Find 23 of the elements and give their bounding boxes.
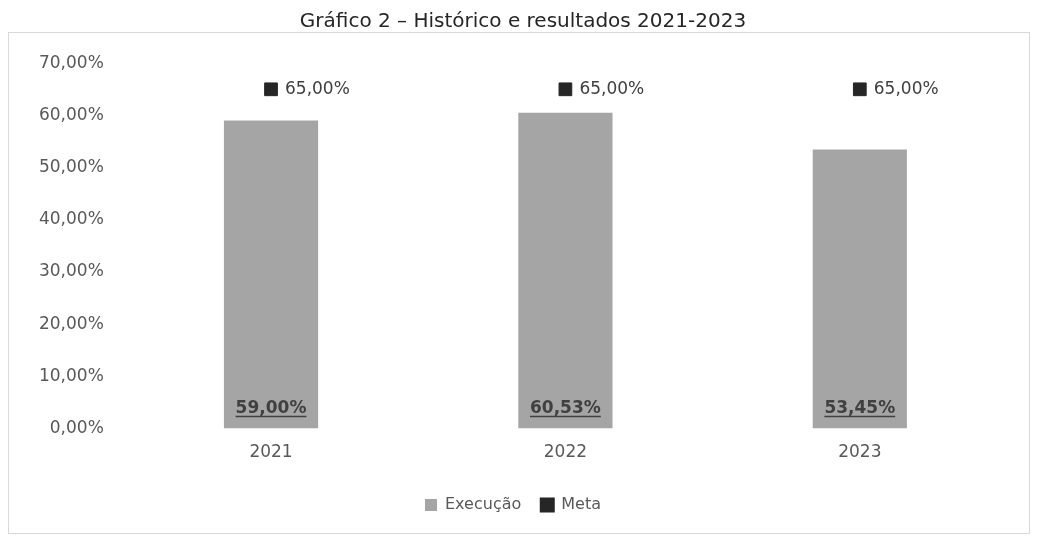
legend-label: Meta <box>561 494 601 514</box>
data-label: 65,00% <box>873 77 939 98</box>
y-tick-label: 20,00% <box>38 312 104 333</box>
x-tick-label: 2021 <box>249 441 293 462</box>
data-label: 65,00% <box>579 77 645 98</box>
legend-label: Execução <box>445 494 522 514</box>
data-label: 59,00% <box>235 396 307 417</box>
x-tick-label: 2022 <box>543 441 588 462</box>
bar <box>518 112 613 429</box>
data-label: 65,00% <box>285 77 350 98</box>
bar <box>812 149 907 429</box>
y-tick-label: 60,00% <box>38 103 104 124</box>
data-label: 53,45% <box>824 396 896 417</box>
bar <box>223 120 319 429</box>
y-tick-label: 30,00% <box>38 260 104 281</box>
y-tick-label: 10,00% <box>38 364 104 385</box>
x-tick-label: 2023 <box>838 441 882 462</box>
y-tick-label: 50,00% <box>38 156 104 177</box>
y-tick-label: 0,00% <box>49 417 104 438</box>
data-label: 60,53% <box>530 396 601 417</box>
y-tick-label: 40,00% <box>38 208 104 229</box>
chart-title: Gráfico 2 – Histórico e resultados 2021-2023 <box>298 8 748 32</box>
y-tick-label: 70,00% <box>38 51 104 72</box>
